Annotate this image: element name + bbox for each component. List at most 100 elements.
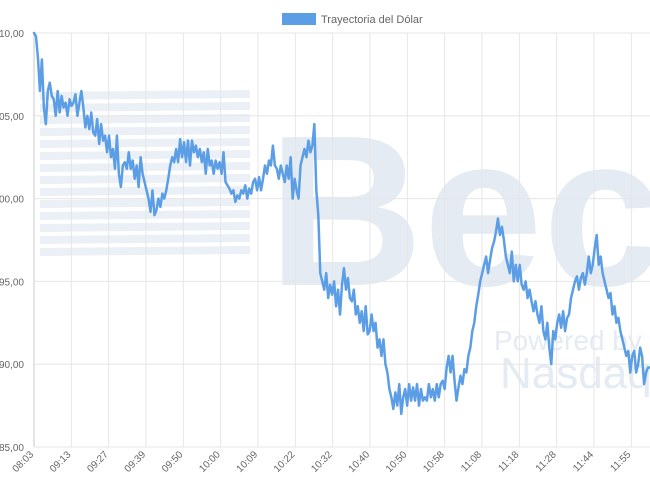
data-point	[594, 247, 596, 249]
data-point	[568, 313, 570, 316]
data-point	[317, 214, 319, 216]
data-point	[311, 145, 313, 147]
data-point	[365, 305, 367, 307]
data-point	[548, 347, 550, 349]
data-point	[305, 156, 308, 158]
data-point	[167, 178, 169, 180]
data-point	[519, 264, 521, 266]
data-point	[183, 141, 185, 143]
data-point	[185, 161, 187, 163]
data-point	[564, 330, 566, 332]
data-point	[155, 209, 158, 211]
data-point	[218, 161, 221, 163]
data-point	[572, 289, 574, 291]
data-point	[521, 284, 523, 286]
data-point	[114, 168, 116, 170]
data-point	[544, 338, 546, 340]
data-point	[349, 297, 351, 299]
data-point	[449, 371, 452, 374]
data-point	[252, 181, 254, 183]
data-point	[61, 95, 63, 97]
data-point	[444, 388, 446, 390]
vertical-gridlines	[33, 33, 632, 447]
data-point	[540, 305, 543, 307]
data-point	[394, 391, 396, 393]
data-point	[615, 322, 618, 324]
data-point	[582, 272, 584, 274]
data-point	[422, 400, 424, 402]
data-point	[242, 193, 244, 195]
data-point	[639, 347, 641, 349]
data-point	[467, 355, 469, 357]
data-point	[220, 173, 223, 175]
data-point	[325, 272, 327, 274]
y-tick-label: 900,00	[0, 195, 24, 206]
data-point	[53, 98, 55, 100]
data-point	[438, 396, 440, 398]
data-point	[566, 317, 568, 319]
data-point	[116, 135, 118, 137]
data-point	[59, 111, 61, 114]
data-point	[580, 277, 582, 279]
data-point	[55, 115, 57, 117]
data-point	[584, 284, 586, 286]
y-tick-label: 885,00	[0, 443, 24, 454]
y-tick-label: 895,00	[0, 277, 24, 288]
x-tick-label: 10:09	[235, 449, 261, 475]
data-point	[37, 57, 39, 59]
data-point	[163, 198, 165, 200]
x-tick-label: 09:27	[85, 449, 111, 475]
data-point	[189, 164, 191, 167]
data-point	[637, 363, 639, 365]
data-point	[193, 151, 195, 153]
data-point	[106, 151, 108, 153]
data-point	[485, 255, 487, 258]
data-point	[258, 176, 260, 178]
data-point	[598, 264, 600, 266]
data-point	[191, 140, 193, 142]
watermark-stripe	[40, 186, 250, 196]
data-point	[187, 140, 189, 142]
data-point	[278, 178, 280, 180]
data-point	[605, 289, 608, 291]
legend[interactable]: Trayectoria del Dólar	[282, 13, 423, 26]
data-point	[98, 143, 100, 145]
watermark-stripe	[40, 138, 250, 148]
data-point	[619, 330, 621, 332]
data-point	[509, 272, 511, 274]
data-point	[161, 193, 163, 195]
y-tick-label: 905,00	[0, 112, 24, 123]
data-point	[382, 338, 385, 340]
data-point	[392, 408, 394, 410]
series-layer	[32, 31, 650, 416]
data-point	[398, 383, 400, 385]
data-point	[558, 313, 560, 316]
data-point	[497, 217, 499, 220]
data-point	[88, 128, 90, 130]
data-point	[165, 189, 167, 191]
data-point	[495, 231, 497, 233]
data-point	[181, 156, 183, 158]
data-point	[215, 159, 217, 162]
data-point	[86, 115, 88, 117]
data-point	[134, 178, 136, 180]
data-point	[536, 313, 539, 316]
data-point	[609, 292, 612, 294]
data-point	[329, 284, 331, 286]
data-point	[418, 405, 420, 407]
data-point	[175, 148, 177, 150]
data-point	[337, 289, 339, 291]
data-point	[321, 280, 323, 282]
data-point	[222, 151, 225, 153]
data-point	[617, 317, 620, 319]
data-point	[367, 333, 369, 335]
data-point	[542, 330, 544, 332]
data-point	[179, 138, 181, 140]
data-point	[430, 396, 432, 398]
data-point	[309, 151, 312, 153]
data-point	[177, 161, 179, 163]
data-point	[47, 90, 49, 92]
data-point	[228, 188, 231, 190]
watermark-stripe	[40, 222, 250, 232]
data-point	[141, 173, 144, 175]
